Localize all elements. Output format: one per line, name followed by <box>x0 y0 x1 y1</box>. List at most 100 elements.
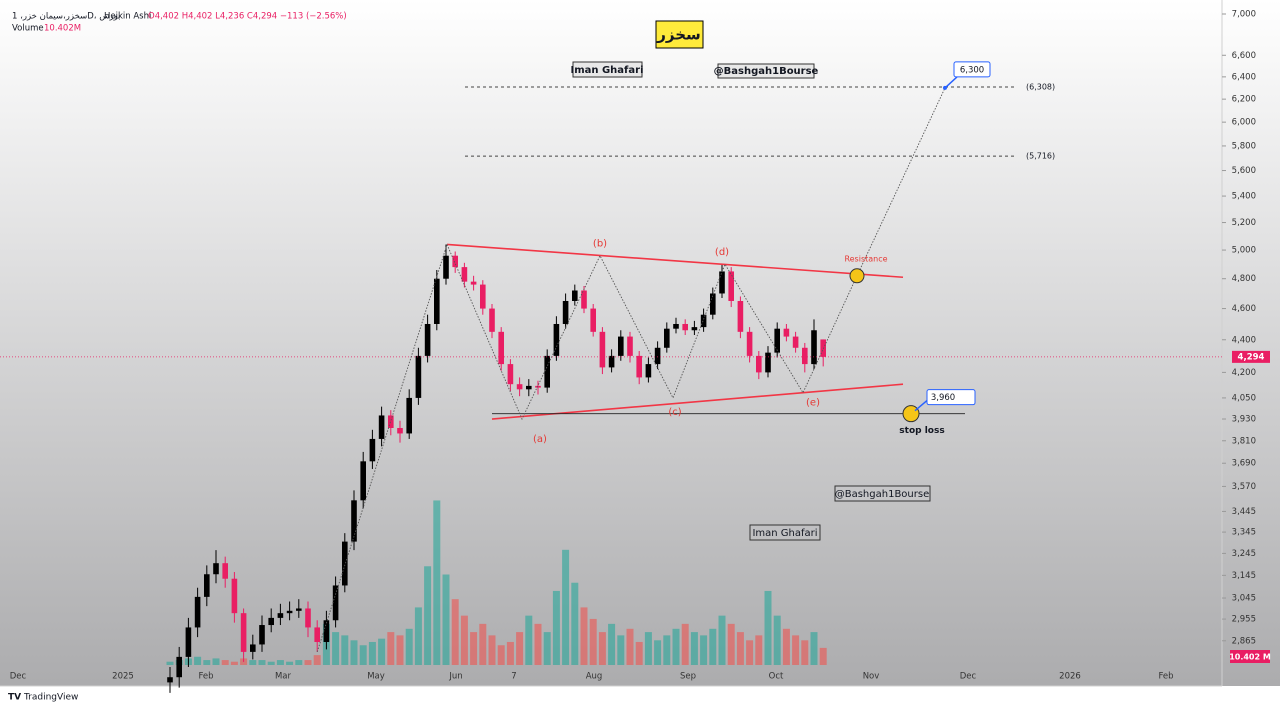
volume-bar <box>350 640 358 665</box>
candle-body <box>342 541 348 586</box>
candle-body <box>590 308 596 332</box>
callout-pointer <box>944 76 958 89</box>
volume-bar <box>672 628 680 665</box>
volume-bar <box>497 645 505 665</box>
callout-pointer <box>914 399 929 412</box>
volume-bar <box>506 641 514 665</box>
candle-body <box>480 284 486 309</box>
candle-body <box>277 613 284 618</box>
volume-bar <box>690 632 698 665</box>
volume-bar <box>304 660 312 665</box>
volume-bar <box>460 615 468 665</box>
candle-body <box>507 364 514 385</box>
candle-body <box>213 563 219 575</box>
candle-body <box>167 677 173 683</box>
candle-body <box>544 355 550 388</box>
volume-bar <box>295 660 303 665</box>
volume-bar <box>286 661 294 665</box>
footer-bar <box>0 686 1280 709</box>
y-tick-label: 2,865 <box>1232 636 1256 646</box>
y-tick-label: 3,690 <box>1232 459 1256 469</box>
volume-bar <box>654 640 662 665</box>
y-tick-label: 6,600 <box>1232 51 1256 61</box>
candle-body <box>553 323 560 356</box>
volume-bar <box>194 656 202 665</box>
y-tick-label: 2,955 <box>1232 615 1256 625</box>
candle-body <box>415 355 422 398</box>
candle-body <box>332 585 339 621</box>
volume-bar <box>709 628 717 665</box>
volume-bar <box>368 641 376 665</box>
symbol: سخزر،سیمان خزر، 1D، بورس <box>12 12 120 22</box>
wave-label: (b) <box>593 239 607 250</box>
brand-logo: 𝗧𝗩 <box>8 693 21 703</box>
candle-body <box>691 327 698 331</box>
volume-bar <box>396 635 404 665</box>
y-tick-label: 3,445 <box>1232 507 1256 517</box>
watermark-box <box>749 524 821 541</box>
candle-body <box>360 461 366 501</box>
watermark: @Bashgah1Bourse <box>835 489 930 500</box>
candle-body <box>185 627 192 657</box>
volume-bar <box>313 655 321 665</box>
candle-body <box>176 656 182 678</box>
volume-bar <box>644 632 652 665</box>
brand: TradingView <box>23 693 78 703</box>
volume-bar <box>442 574 450 665</box>
candle-body <box>250 644 256 652</box>
volume-bar <box>608 623 616 665</box>
x-tick-label: Dec <box>960 672 977 682</box>
volume-bar <box>635 641 643 665</box>
volume-bar <box>598 632 606 665</box>
wave-label: (d) <box>715 247 729 258</box>
watermark-box <box>834 485 931 502</box>
volume-value-label: 10.402 M <box>1229 653 1271 662</box>
y-tick-label: 6,200 <box>1232 95 1256 105</box>
volume-bar <box>764 590 772 665</box>
candle-body <box>369 438 376 462</box>
volume-bar <box>332 632 340 665</box>
resistance-marker <box>849 268 865 284</box>
last-price-box <box>1232 350 1270 363</box>
wave-label: (a) <box>533 434 547 445</box>
candle-body <box>710 293 716 315</box>
callout-box <box>953 61 991 78</box>
watermark: Iman Ghafari <box>570 65 643 76</box>
x-tick-label: Jun <box>448 672 462 682</box>
candle-body <box>728 271 734 301</box>
candle-body <box>305 608 311 628</box>
target-value: 6,300 <box>960 65 984 75</box>
volume-label: Volume <box>12 24 44 34</box>
candle-body <box>756 355 762 373</box>
badge-box <box>655 20 704 49</box>
volume-bar <box>249 660 257 665</box>
y-tick-label: 3,145 <box>1232 571 1256 581</box>
volume-bar <box>773 615 781 665</box>
volume-bar <box>580 607 588 665</box>
watermark: @Bashgah1Bourse <box>714 66 819 77</box>
candle-body <box>286 610 293 614</box>
wave-label: (c) <box>668 407 681 418</box>
candle-body <box>222 563 228 579</box>
volume-bar <box>488 635 496 665</box>
candle-body <box>608 355 615 368</box>
ohlc: O4,402 H4,402 L4,236 C4,294 −113 (−2.56%… <box>148 12 347 22</box>
candle-body <box>240 613 247 652</box>
candle-body <box>194 596 201 628</box>
volume-bar <box>792 635 800 665</box>
volume-bar <box>212 658 220 665</box>
volume-bar <box>782 628 790 665</box>
y-tick-label: 4,050 <box>1232 393 1256 403</box>
y-tick-label: 3,045 <box>1232 594 1256 604</box>
volume-bar <box>589 618 597 665</box>
candle-body <box>783 328 790 337</box>
x-tick-label: 2026 <box>1059 672 1081 682</box>
x-tick-label: Mar <box>275 672 292 682</box>
watermark-box <box>572 61 643 78</box>
candle-body <box>268 617 274 626</box>
x-tick-label: Feb <box>1158 672 1173 682</box>
candle-body <box>572 290 578 301</box>
volume-bar <box>700 635 708 665</box>
